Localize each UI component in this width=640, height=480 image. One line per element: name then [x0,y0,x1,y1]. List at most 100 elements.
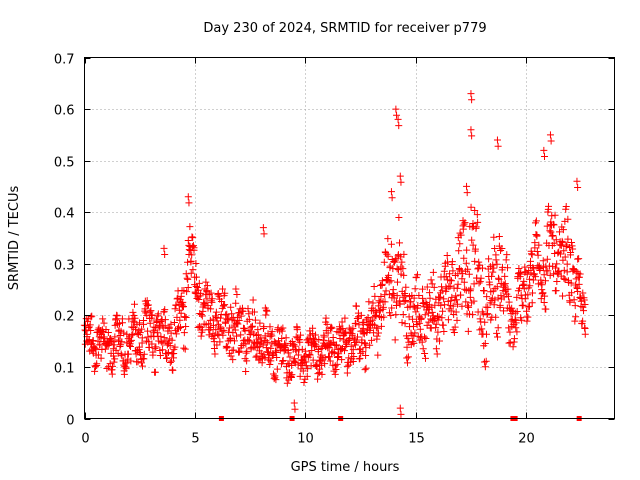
data-point [242,368,250,376]
data-point [180,344,188,352]
data-point [548,212,556,220]
data-point [197,332,205,340]
data-point [446,282,454,290]
data-point [400,271,408,279]
data-point [184,193,192,201]
data-point [345,354,353,362]
data-point [465,303,473,311]
data-point [526,257,534,265]
data-point [504,264,512,272]
data-point [368,336,376,344]
data-point [354,333,362,341]
data-point [474,218,482,226]
data-point [520,285,528,293]
data-point [444,316,452,324]
data-point [128,331,136,339]
data-point [334,353,342,361]
data-point [454,280,462,288]
data-point [575,255,583,263]
data-point [523,317,531,325]
data-point [110,352,118,360]
data-point [482,357,490,365]
data-point [486,281,494,289]
data-point [463,246,471,254]
data-point [379,303,387,311]
data-point [489,261,497,269]
data-point [248,322,256,330]
data-point [462,259,470,267]
data-point [165,323,173,331]
data-point [253,339,261,347]
data-point [428,308,436,316]
data-point [263,348,271,356]
data-point [479,264,487,272]
data-point [109,362,117,370]
data-point [222,311,230,319]
y-tick-label: 0.3 [54,259,75,274]
data-point [457,291,465,299]
data-point [235,347,243,355]
data-point [272,347,280,355]
data-point [290,340,298,348]
data-point [220,302,228,310]
data-point [540,299,548,307]
data-point [404,353,412,361]
data-point [505,339,513,347]
data-point [308,347,316,355]
data-point [540,271,548,279]
data-point [279,356,287,364]
data-point [156,351,164,359]
data-point [538,281,546,289]
data-point [387,188,395,196]
data-point [457,231,465,239]
data-point [427,276,435,284]
data-point [560,274,568,282]
data-point [273,353,281,361]
data-point [504,292,512,300]
data-point [469,241,477,249]
data-point [473,211,481,219]
data-point [488,272,496,280]
data-point [97,354,105,362]
data-point [335,323,343,331]
data-point [563,260,571,268]
data-point [359,348,367,356]
data-point [424,309,432,317]
data-point [557,250,565,258]
data-point [412,308,420,316]
data-point [415,291,423,299]
data-point [185,199,193,207]
data-point [213,341,221,349]
data-point [182,322,190,330]
data-point [456,265,464,273]
data-point [559,292,567,300]
data-point [262,344,270,352]
data-point [303,372,311,380]
data-point [416,325,424,333]
data-point [296,372,304,380]
data-point [169,366,177,374]
data-point [262,337,270,345]
data-point [550,239,558,247]
data-point [352,319,360,327]
data-point [211,350,219,358]
data-point [415,319,423,327]
data-point [452,308,460,316]
data-point [297,331,305,339]
data-point [381,298,389,306]
data-point [525,302,533,310]
data-point [389,286,397,294]
data-point [198,326,206,334]
data-point [232,299,240,307]
y-tick-label: 0.7 [54,53,75,68]
data-point [283,379,291,387]
data-point [239,307,247,315]
data-point [374,329,382,337]
data-point [471,245,479,253]
data-point [230,337,238,345]
data-point [361,340,369,348]
data-point [492,256,500,264]
data-point [393,111,401,119]
data-point [388,304,396,312]
data-point [485,255,493,263]
